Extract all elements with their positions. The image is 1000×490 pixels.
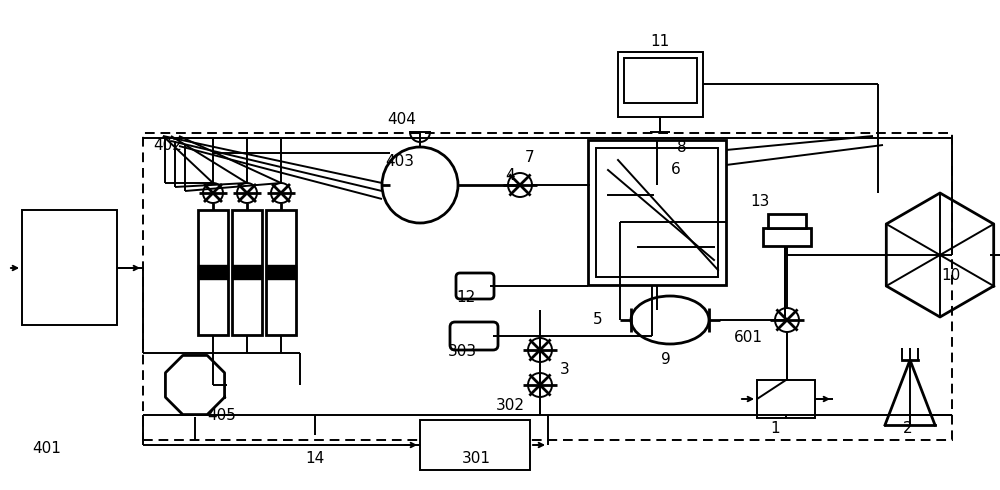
Text: 11: 11 (650, 34, 670, 49)
Bar (588, 140, 726, 285)
Bar (266, 210, 296, 335)
Text: 601: 601 (734, 330, 763, 345)
Text: 1: 1 (770, 420, 780, 436)
FancyBboxPatch shape (450, 322, 498, 350)
Bar (143, 133, 952, 440)
Text: 2: 2 (903, 420, 913, 436)
Text: 405: 405 (208, 408, 236, 422)
Text: 14: 14 (305, 450, 325, 465)
Bar (232, 210, 262, 335)
Bar (768, 214, 806, 228)
Bar (618, 52, 703, 117)
Bar (22, 210, 117, 325)
Text: 402: 402 (154, 138, 182, 152)
Bar (763, 228, 811, 246)
Text: 5: 5 (593, 313, 603, 327)
Text: 12: 12 (456, 291, 476, 305)
Text: 301: 301 (462, 450, 490, 465)
Text: 9: 9 (661, 352, 671, 368)
Text: 4: 4 (505, 168, 515, 182)
Text: 401: 401 (33, 441, 61, 456)
FancyBboxPatch shape (456, 273, 494, 299)
Bar (198, 210, 228, 335)
Text: 13: 13 (750, 195, 770, 210)
Text: 403: 403 (386, 154, 415, 170)
Bar (757, 380, 815, 418)
Bar (420, 420, 530, 470)
Text: 7: 7 (525, 150, 535, 166)
Bar (624, 58, 697, 103)
Text: 6: 6 (671, 163, 681, 177)
Text: 8: 8 (677, 141, 687, 155)
Text: 3: 3 (560, 363, 570, 377)
Text: 303: 303 (447, 344, 477, 360)
Bar (596, 148, 718, 277)
Text: 10: 10 (941, 268, 961, 283)
Text: 404: 404 (388, 113, 416, 127)
Text: 302: 302 (496, 397, 524, 413)
